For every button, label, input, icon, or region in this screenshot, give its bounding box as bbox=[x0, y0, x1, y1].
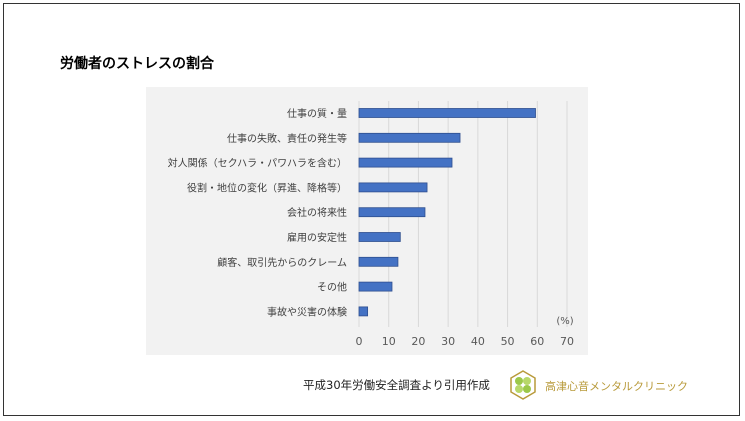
category-label: 会社の将来性 bbox=[287, 206, 347, 219]
clinic-name: 高津心音メンタルクリニック bbox=[545, 380, 688, 393]
bar bbox=[358, 232, 401, 242]
bar bbox=[358, 182, 428, 193]
category-label: 顧客、取引先からのクレーム bbox=[217, 256, 347, 269]
bar bbox=[358, 256, 399, 267]
page-title: 労働者のストレスの割合 bbox=[60, 56, 214, 72]
source-note: 平成30年労働安全調査より引用作成 bbox=[303, 378, 490, 392]
x-tick-label: 20 bbox=[411, 335, 425, 348]
category-label: 役割・地位の変化（昇進、降格等） bbox=[187, 181, 347, 194]
x-tick-label: 50 bbox=[501, 335, 515, 348]
x-axis-unit: (%) bbox=[556, 316, 573, 327]
bar bbox=[358, 281, 393, 292]
bar-chart: 0 10 20 30 40 50 60 70 (%) 仕事の質・量仕事の失敗、責任の発生等対人関係… bbox=[146, 87, 588, 355]
bar bbox=[358, 157, 453, 168]
bar bbox=[358, 132, 461, 143]
slide-frame bbox=[3, 3, 740, 416]
category-label: 対人関係（セクハラ・パワハラを含む） bbox=[168, 157, 347, 170]
category-label: 仕事の失敗、責任の発生等 bbox=[227, 132, 347, 145]
category-label: その他 bbox=[317, 281, 347, 294]
bar bbox=[358, 108, 536, 118]
bar bbox=[358, 306, 369, 317]
x-tick-label: 30 bbox=[441, 335, 455, 348]
category-label: 雇用の安定性 bbox=[287, 231, 347, 244]
x-tick-label: 10 bbox=[382, 335, 396, 348]
category-label: 事故や災害の体験 bbox=[267, 305, 347, 318]
x-tick-label: 40 bbox=[471, 335, 485, 348]
chart-svg: 0 10 20 30 40 50 60 70 (%) 仕事の質・量仕事の失敗、責任の発生等対人関係… bbox=[168, 101, 574, 348]
x-tick-label: 60 bbox=[530, 335, 544, 348]
clinic-logo-icon bbox=[510, 370, 536, 400]
bar bbox=[358, 207, 426, 218]
x-tick-label: 0 bbox=[356, 335, 363, 348]
category-label: 仕事の質・量 bbox=[287, 107, 347, 120]
x-tick-label: 70 bbox=[560, 335, 574, 348]
